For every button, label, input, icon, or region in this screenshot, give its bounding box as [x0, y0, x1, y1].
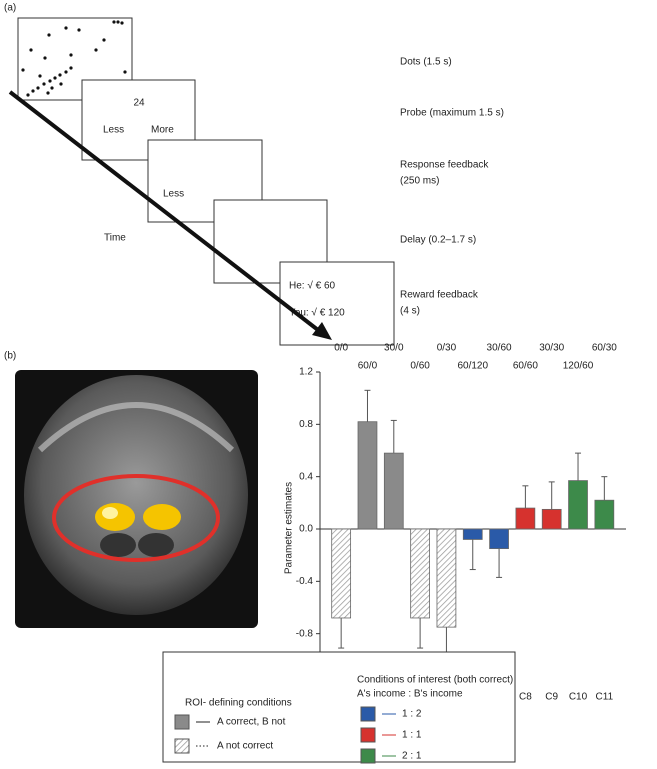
- time-arrow: [8, 90, 320, 332]
- bar: [357, 421, 378, 530]
- bar: [541, 508, 562, 530]
- arrow-head: [312, 322, 332, 340]
- condition-label: 60/60: [513, 361, 538, 372]
- probe-number: 24: [133, 98, 145, 109]
- stage-label: Probe (maximum 1.5 s): [400, 108, 504, 119]
- reward-text: You: √ € 120: [289, 307, 345, 319]
- y-tick-label: 1.2: [299, 367, 313, 378]
- condition-label: 0/30: [437, 343, 457, 354]
- y-tick-label: 0.0: [299, 524, 313, 535]
- x-tick-label: C11: [596, 692, 614, 703]
- legend-swatch: [174, 738, 190, 754]
- legend-title: ROI- defining conditions: [185, 698, 292, 709]
- condition-label: 0/60: [410, 361, 430, 372]
- bar: [462, 528, 483, 540]
- legend: ROI- defining conditions Conditions of i…: [162, 651, 516, 764]
- stage-label: Delay (0.2–1.7 s): [400, 235, 476, 246]
- condition-label: 120/60: [563, 361, 594, 372]
- screens: 24 Less More Less He: √ € 60 You: √ € 12…: [17, 17, 395, 346]
- reward-text: He: √ € 60: [289, 280, 336, 292]
- bar: [436, 528, 457, 628]
- legend-swatch: [174, 714, 190, 730]
- y-tick-label: 0.4: [299, 471, 313, 482]
- stage-label: Reward feedback: [400, 290, 479, 301]
- stage-label: Dots (1.5 s): [400, 57, 452, 68]
- bar: [410, 528, 430, 619]
- condition-label: 30/0: [384, 343, 404, 354]
- time-label: Time: [104, 233, 126, 244]
- bar-chart: Parameter estimates 1.2 0.8 0.4 0.0 -0.4 -0.8…: [284, 343, 626, 703]
- condition-label: 30/60: [487, 343, 512, 354]
- dots: [21, 20, 127, 97]
- y-tick-label: -0.4: [296, 576, 314, 587]
- condition-label: 30/30: [539, 343, 564, 354]
- panel-label: (a): [4, 3, 16, 14]
- brain-image: [15, 370, 258, 628]
- x-tick-label: C9: [545, 692, 558, 703]
- legend-label: 1 : 2: [402, 709, 422, 720]
- bar: [383, 452, 404, 530]
- probe-option: Less: [103, 125, 124, 136]
- legend-label: 1 : 1: [402, 730, 422, 741]
- response-text: Less: [163, 189, 184, 200]
- legend-label: A not correct: [217, 741, 273, 752]
- y-tick-label: 0.8: [299, 419, 313, 430]
- stage-label: (4 s): [400, 306, 420, 317]
- bar: [515, 507, 536, 530]
- y-tick-label: -0.8: [296, 628, 314, 639]
- legend-swatch: [360, 706, 376, 722]
- bar: [331, 528, 352, 619]
- condition-label: 60/120: [457, 361, 488, 372]
- stage-label: (250 ms): [400, 176, 439, 187]
- legend-title: Conditions of interest (both correct): [357, 675, 513, 686]
- bar: [568, 480, 588, 530]
- bar: [594, 499, 615, 530]
- legend-label: 2 : 1: [402, 751, 422, 762]
- legend-swatch: [360, 748, 376, 764]
- stage-label: Response feedback: [400, 160, 489, 171]
- condition-label: 0/0: [334, 343, 348, 354]
- x-tick-label: C10: [569, 692, 588, 703]
- screen: [279, 261, 395, 346]
- probe-option: More: [151, 125, 174, 136]
- condition-label: 60/30: [592, 343, 617, 354]
- legend-swatch: [360, 727, 376, 743]
- condition-label: 60/0: [358, 361, 378, 372]
- legend-label: A correct, B not: [217, 717, 286, 728]
- bar: [489, 528, 509, 550]
- legend-box: [162, 651, 516, 763]
- y-axis-label: Parameter estimates: [284, 482, 295, 574]
- panel-label: (b): [4, 351, 16, 362]
- x-tick-label: C8: [519, 692, 532, 703]
- legend-subtitle: A's income : B's income: [357, 689, 463, 700]
